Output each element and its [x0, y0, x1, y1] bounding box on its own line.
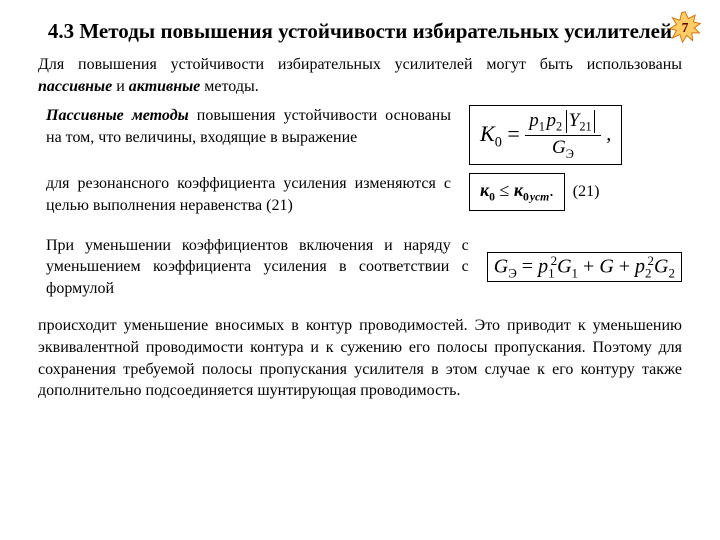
passive-methods-paragraph: Пассивные методы повышения устойчивости … — [38, 105, 459, 148]
formula-ge: GЭ = p12G1 + G + p22G2 — [487, 252, 682, 283]
intro-paragraph: Для повышения устойчивости избирательных… — [38, 54, 682, 97]
formula-ge-container: GЭ = p12G1 + G + p22G2 — [487, 252, 682, 283]
intro-text-c: и — [112, 78, 129, 95]
passive-methods-lead: Пассивные методы — [46, 107, 189, 124]
intro-text-a: Для повышения устойчивости избирательных… — [38, 56, 682, 73]
formula-k0: K0 = p1 p2 Y21 GЭ , — [469, 105, 622, 165]
intro-passive-word: пассивные — [38, 78, 112, 95]
coefficients-paragraph: При уменьшении коэффициентов включения и… — [38, 235, 477, 300]
intro-active-word: активные — [129, 78, 200, 95]
equation-label-21: (21) — [573, 183, 600, 201]
resonance-paragraph: для резонансного коэффициента усиления и… — [38, 173, 459, 216]
section-heading: 4.3 Методы повышения устойчивости избира… — [38, 18, 682, 44]
conclusion-paragraph: происходит уменьшение вносимых в контур … — [38, 315, 682, 401]
slide-number-burst: 7 — [668, 10, 702, 44]
formula-k0-container: K0 = p1 p2 Y21 GЭ , — [469, 105, 622, 165]
formula-inequality: к0 ≤ к0 уст. — [469, 173, 565, 211]
inequality-container: к0 ≤ к0 уст. (21) — [469, 173, 599, 211]
slide-number-text: 7 — [682, 20, 689, 35]
intro-text-e: методы. — [200, 78, 258, 95]
